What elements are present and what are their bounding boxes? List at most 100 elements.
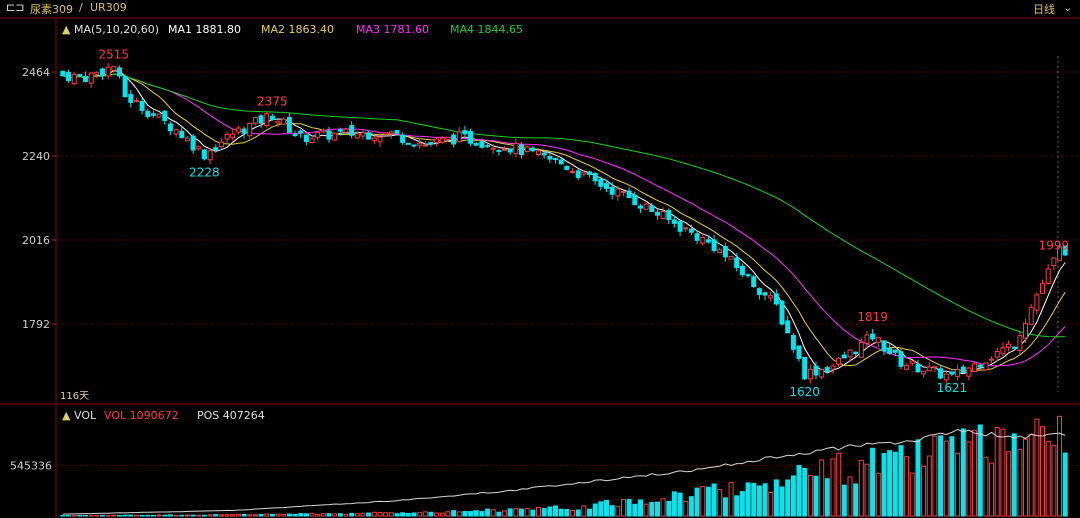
volume-bar bbox=[1040, 426, 1045, 517]
volume-bar bbox=[615, 506, 621, 517]
volume-bar bbox=[1051, 444, 1057, 517]
candle-body bbox=[1057, 246, 1062, 261]
candle-body bbox=[88, 72, 94, 84]
volume-bar bbox=[530, 509, 536, 517]
volume-bar bbox=[292, 514, 298, 517]
volume-bar bbox=[592, 503, 598, 517]
candle-body bbox=[943, 373, 949, 381]
candle-body bbox=[309, 138, 315, 144]
candle-body bbox=[167, 123, 173, 132]
volume-bar bbox=[824, 478, 830, 517]
volume-bar bbox=[224, 514, 230, 517]
volume-bar bbox=[320, 513, 326, 517]
ma4-value: MA4 1844.65 bbox=[450, 23, 523, 36]
volume-bar bbox=[819, 459, 825, 517]
volume-bar bbox=[904, 456, 910, 517]
volume-bars bbox=[60, 415, 1068, 517]
candle-body bbox=[615, 188, 621, 197]
candle-body bbox=[621, 190, 626, 193]
candle-body bbox=[779, 300, 785, 325]
candle-body bbox=[853, 351, 859, 355]
candle-body bbox=[830, 365, 836, 370]
candle-body bbox=[360, 132, 366, 137]
volume-bar bbox=[1045, 441, 1051, 517]
volume-bar bbox=[841, 484, 847, 517]
candle-body bbox=[570, 171, 575, 174]
candle-body bbox=[354, 133, 360, 139]
volume-bar bbox=[677, 492, 683, 517]
volume-bar bbox=[519, 508, 524, 517]
volume-bar bbox=[609, 505, 615, 517]
candle-body bbox=[383, 132, 389, 135]
volume-bar bbox=[541, 508, 547, 517]
ma2-line bbox=[62, 73, 1066, 372]
volume-bar bbox=[983, 456, 989, 517]
volume-bar bbox=[354, 513, 360, 517]
extreme-label: 1621 bbox=[937, 381, 968, 395]
candle-body bbox=[196, 146, 202, 150]
candle-body bbox=[847, 349, 853, 358]
candle-body bbox=[807, 368, 813, 380]
period-selector[interactable]: 日线 bbox=[1033, 3, 1055, 16]
candle-body bbox=[643, 203, 649, 210]
candle-body bbox=[519, 144, 524, 156]
price-tick-label: 2016 bbox=[22, 234, 50, 247]
symbol-code[interactable]: UR309 bbox=[90, 1, 127, 14]
volume-bar bbox=[309, 512, 315, 517]
candle-body bbox=[660, 211, 666, 219]
volume-bar bbox=[479, 511, 485, 517]
volume-bar bbox=[994, 427, 1000, 517]
candle-body bbox=[1062, 245, 1068, 256]
toggle-icon[interactable]: ⊏⊐ bbox=[6, 1, 25, 14]
candle-body bbox=[558, 159, 564, 165]
volume-bar bbox=[377, 511, 383, 517]
volume-bar bbox=[496, 511, 502, 517]
chevron-icon[interactable]: ⌄ bbox=[1063, 1, 1073, 14]
volume-bar bbox=[598, 501, 604, 517]
volume-bar bbox=[88, 515, 94, 517]
volume-bar bbox=[337, 513, 343, 517]
candle-body bbox=[394, 130, 400, 134]
candle-body bbox=[298, 130, 304, 134]
candle-body bbox=[536, 150, 541, 155]
candle-body bbox=[235, 127, 241, 133]
volume-bar bbox=[366, 512, 372, 517]
candle-body bbox=[632, 194, 638, 206]
candle-body bbox=[756, 288, 762, 295]
volume-bar bbox=[932, 435, 938, 517]
volume-bar bbox=[694, 487, 700, 517]
volume-bar bbox=[621, 499, 626, 517]
volume-bar bbox=[173, 514, 179, 517]
volume-bar bbox=[898, 445, 904, 517]
position-line bbox=[62, 428, 1066, 515]
volume-bar bbox=[83, 515, 88, 517]
candle-body bbox=[445, 136, 451, 140]
candle-body bbox=[320, 129, 326, 133]
candle-body bbox=[762, 292, 768, 296]
candle-body bbox=[83, 76, 88, 82]
candle-body bbox=[813, 365, 819, 376]
candle-body bbox=[960, 366, 966, 374]
volume-bar bbox=[853, 483, 859, 517]
candle-body bbox=[400, 134, 406, 143]
volume-bar bbox=[768, 492, 774, 517]
days-label: 116天 bbox=[60, 391, 89, 402]
volume-bar bbox=[700, 486, 706, 517]
candle-body bbox=[337, 129, 343, 132]
symbol-name[interactable]: 尿素309 bbox=[30, 3, 73, 16]
price-tick-label: 2240 bbox=[22, 150, 50, 163]
candle-body bbox=[677, 221, 683, 232]
vol-value: VOL 1090672 bbox=[104, 409, 179, 422]
volume-bar bbox=[626, 499, 632, 517]
volume-bar bbox=[343, 513, 349, 517]
candle-body bbox=[377, 136, 383, 143]
candle-body bbox=[966, 367, 972, 377]
volume-bar bbox=[1028, 434, 1034, 517]
volume-bar bbox=[332, 513, 338, 517]
candle-body bbox=[71, 74, 77, 85]
candle-body bbox=[575, 170, 581, 178]
volume-bar bbox=[94, 515, 100, 517]
volume-bar bbox=[439, 512, 445, 517]
volume-bar bbox=[462, 511, 468, 517]
